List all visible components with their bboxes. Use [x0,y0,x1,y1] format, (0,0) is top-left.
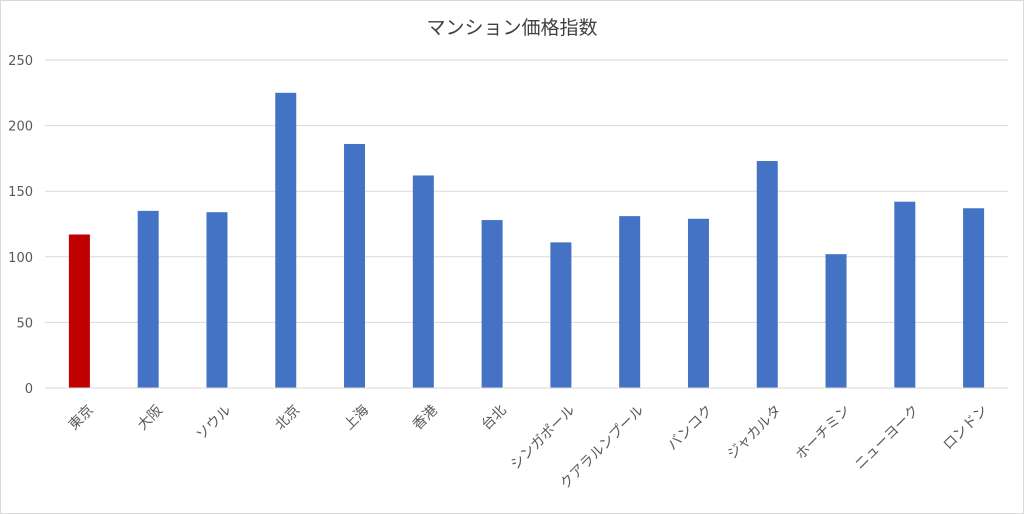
y-tick-label: 0 [25,382,33,397]
x-tick-label: ソウル [194,402,235,443]
x-tick-label: ロンドン [940,402,991,453]
y-tick-label: 200 [8,120,33,135]
y-axis-ticks: 0 50 100 150 200 250 [8,54,33,397]
x-tick-label: ホーチミン [793,402,854,463]
y-tick-label: 100 [8,251,33,266]
x-tick-label: 上海 [341,402,372,433]
bar [68,234,90,388]
x-tick-label: 台北 [479,402,510,433]
bar [825,254,847,388]
bars [68,92,985,389]
x-tick-label: 香港 [410,402,441,433]
y-tick-label: 50 [16,316,33,331]
x-tick-label: 東京 [66,402,97,433]
x-tick-label: バンコク [665,402,716,453]
bar [275,92,297,389]
bar [687,218,709,388]
bar [963,208,985,388]
x-tick-label: 北京 [272,402,303,433]
y-tick-label: 150 [8,185,33,200]
x-tick-label: ジャカルタ [725,402,785,462]
x-tick-label: シンガポール [508,402,579,473]
bar [481,220,503,388]
bar [344,143,366,388]
bar [756,161,778,388]
bar [550,242,572,388]
bar [412,175,434,388]
bar [206,212,228,388]
gridlines [45,59,1008,323]
chart-title: マンション価格指数 [426,17,598,39]
x-tick-label: 大阪 [135,402,166,433]
x-tick-label: ニューヨーク [852,402,923,473]
bar [894,201,916,388]
y-tick-label: 250 [8,54,33,69]
bar [619,216,641,388]
bar [137,210,159,388]
